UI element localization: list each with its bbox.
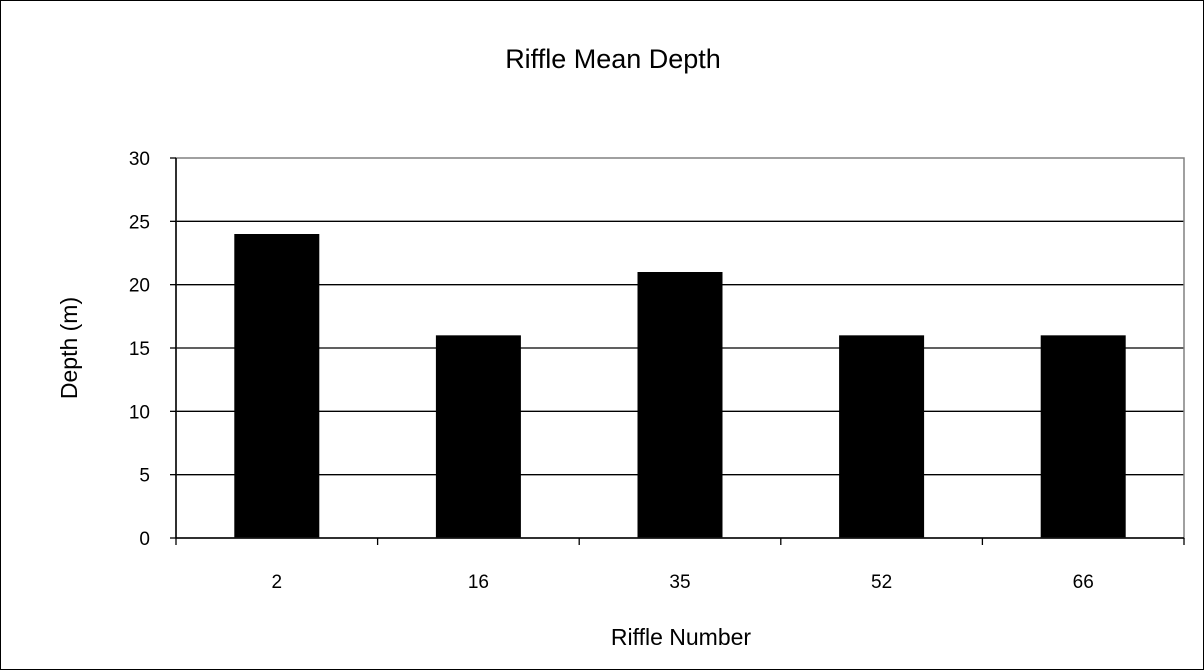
y-tick-label-5: 5 [139,466,150,487]
bar-2 [234,234,320,538]
bar-52 [839,335,925,538]
y-tick-label-20: 20 [129,276,150,297]
y-tick-label-0: 0 [139,529,150,550]
bars [234,234,1126,538]
x-tick-label-2: 2 [272,572,283,593]
bar-35 [637,272,723,538]
x-tick-label-52: 52 [871,572,892,593]
x-tick-label-16: 16 [468,572,489,593]
axes [170,157,1185,545]
y-tick-label-15: 15 [129,339,150,360]
bar-16 [435,335,521,538]
x-tick-label-35: 35 [669,572,690,593]
x-tick-labels: 2 16 35 52 66 [272,572,1094,593]
y-tick-labels: 0 5 10 15 20 25 30 [129,149,150,550]
y-axis-label: Depth (m) [56,297,82,399]
chart-title: Riffle Mean Depth [505,44,721,74]
y-tick-label-25: 25 [129,212,150,233]
y-tick-label-30: 30 [129,149,150,170]
y-tick-label-10: 10 [129,402,150,423]
x-axis-label: Riffle Number [611,624,752,650]
x-tick-label-66: 66 [1073,572,1094,593]
bar-66 [1040,335,1126,538]
